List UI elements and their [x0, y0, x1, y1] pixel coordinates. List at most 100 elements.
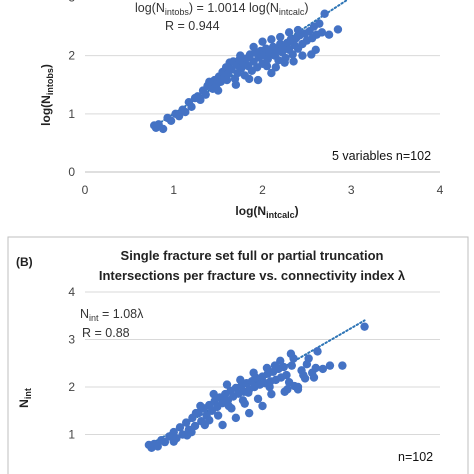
data-point — [158, 124, 168, 134]
data-point — [258, 401, 267, 411]
data-point — [318, 364, 328, 374]
data-point — [222, 380, 232, 389]
panel-b-title: Single fracture set full or partial trun… — [121, 248, 384, 263]
x-tick-label: 0 — [82, 183, 89, 197]
data-point — [262, 61, 272, 71]
data-point — [181, 418, 191, 427]
data-point — [231, 413, 241, 423]
data-point — [283, 385, 292, 394]
data-point — [333, 25, 343, 34]
panel-b-equation: Nint​ = 1.08λ — [80, 307, 144, 323]
data-point — [284, 28, 294, 37]
data-point — [213, 86, 223, 95]
data-point — [258, 37, 267, 46]
panel-b-points — [144, 322, 369, 452]
data-point — [244, 74, 254, 84]
panel-a-tick-labels: 0 1 2 3 0 1 2 3 4 — [68, 0, 443, 197]
data-point — [222, 75, 232, 85]
data-point — [293, 25, 303, 35]
data-point — [236, 375, 245, 385]
data-point — [267, 68, 276, 78]
y-tick-label: 3 — [68, 0, 75, 4]
panel-b-gridlines — [85, 291, 440, 435]
y-tick-label: 2 — [68, 380, 75, 394]
data-point — [174, 111, 184, 121]
x-tick-label: 4 — [437, 183, 444, 197]
data-point — [276, 32, 285, 42]
data-point — [175, 423, 185, 432]
data-point — [191, 408, 201, 418]
panel-a-gridlines — [85, 55, 440, 173]
data-point — [289, 57, 298, 66]
data-point — [267, 35, 276, 44]
y-tick-label: 2 — [68, 49, 75, 63]
data-point — [265, 382, 274, 392]
data-point — [201, 90, 210, 99]
panel-b-y-axis-label: Nint​ — [17, 388, 33, 408]
data-point — [360, 322, 369, 331]
data-point — [196, 401, 205, 411]
data-point — [311, 45, 320, 55]
panel-b-tick-labels: 1 2 3 4 — [68, 285, 75, 442]
x-tick-label: 2 — [259, 183, 266, 197]
data-point — [238, 396, 248, 405]
data-point — [313, 347, 322, 356]
data-point — [182, 431, 192, 440]
data-point — [253, 394, 263, 404]
data-point — [244, 408, 254, 418]
y-tick-label: 3 — [68, 333, 75, 347]
data-point — [280, 58, 289, 67]
data-point — [317, 28, 327, 37]
data-point — [309, 373, 319, 382]
data-point — [166, 116, 176, 126]
data-point — [190, 421, 200, 431]
data-point — [299, 370, 308, 380]
data-point — [282, 370, 291, 380]
x-tick-label: 3 — [348, 183, 355, 197]
data-point — [293, 382, 303, 392]
panel-b-chart: (B) Single fracture set full or partial … — [7, 236, 469, 474]
y-tick-label: 1 — [68, 428, 75, 442]
panel-b-note: n=102 — [398, 450, 433, 464]
panel-a-r-value: R = 0.944 — [165, 19, 220, 33]
data-point — [311, 363, 320, 373]
y-tick-label: 1 — [68, 107, 75, 121]
panel-a-points — [150, 9, 343, 134]
panel-a-equation: log(Nintobs​) = 1.0014 log(Nintcalc​) — [135, 1, 309, 17]
panel-a-note: 5 variables n=102 — [332, 149, 431, 163]
data-point — [236, 51, 245, 60]
data-point — [270, 361, 280, 370]
y-tick-label: 0 — [68, 165, 75, 179]
data-point — [205, 77, 214, 87]
panel-b-frame — [7, 236, 469, 474]
data-point — [205, 416, 214, 425]
data-point — [253, 75, 263, 85]
data-point — [315, 19, 324, 28]
data-point — [209, 389, 218, 399]
data-point — [324, 30, 334, 39]
y-tick-label: 4 — [68, 285, 75, 299]
data-point — [181, 107, 190, 117]
data-point — [279, 362, 288, 372]
data-point — [213, 411, 223, 420]
data-point — [251, 373, 260, 382]
data-point — [244, 388, 253, 397]
panel-b-r-value: R = 0.88 — [82, 326, 130, 340]
data-point — [221, 396, 230, 405]
panel-a-x-axis-label: log(Nintcalc​) — [235, 204, 298, 220]
data-point — [196, 95, 205, 105]
data-point — [338, 361, 347, 370]
data-point — [169, 437, 178, 446]
data-point — [286, 349, 296, 358]
data-point — [160, 437, 170, 447]
data-point — [267, 389, 276, 399]
data-point — [249, 42, 258, 52]
data-point — [320, 9, 329, 18]
data-point — [153, 442, 162, 451]
data-point — [262, 363, 272, 373]
panel-a-chart: 0 1 2 3 0 1 2 3 4 log(Nintobs​) = 1.0014 log(Nin… — [39, 0, 444, 220]
data-point — [187, 102, 196, 112]
data-point — [271, 63, 281, 72]
data-point — [218, 420, 227, 430]
